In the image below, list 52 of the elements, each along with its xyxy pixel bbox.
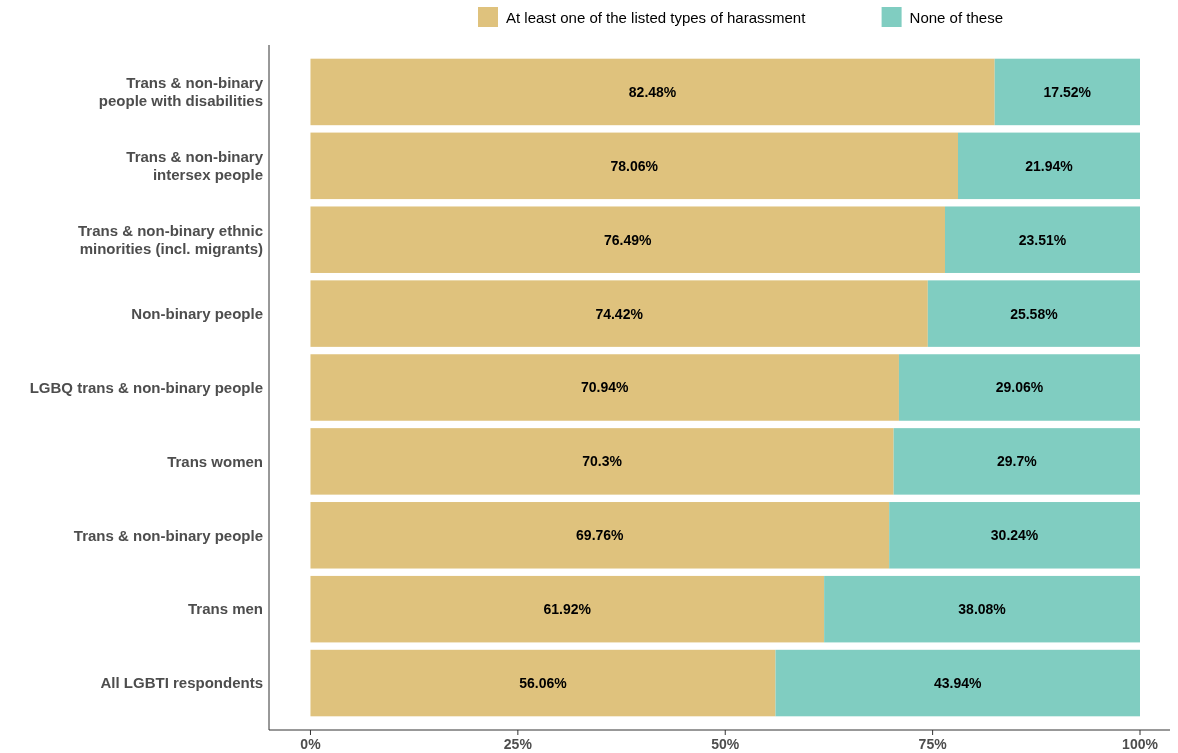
y-tick-label: Trans & non-binary people with disabilities bbox=[98, 74, 264, 110]
data-label: 21.94% bbox=[1025, 157, 1074, 174]
data-label: 17.52% bbox=[1043, 83, 1092, 100]
data-label: 56.06% bbox=[519, 674, 568, 691]
bar bbox=[898, 354, 1140, 421]
bar bbox=[944, 206, 1140, 273]
x-tick-label: 25% bbox=[503, 736, 533, 752]
x-tick-label: 0% bbox=[300, 736, 322, 752]
data-label: 29.7% bbox=[996, 453, 1038, 470]
x-tick-label: 75% bbox=[918, 736, 948, 752]
legend-label: None of these bbox=[909, 9, 1004, 27]
x-tick-label: 100% bbox=[1122, 736, 1159, 752]
data-label: 70.3% bbox=[582, 453, 623, 470]
y-tick-label: All LGBTI respondents bbox=[100, 674, 263, 692]
bar bbox=[310, 502, 890, 569]
bar bbox=[958, 132, 1140, 200]
bar bbox=[310, 206, 945, 273]
legend-label: At least one of the listed types of harassment bbox=[506, 9, 807, 27]
data-label: 29.06% bbox=[995, 379, 1044, 396]
data-label: 82.48% bbox=[628, 83, 677, 100]
data-label: 69.76% bbox=[576, 527, 625, 544]
data-label: 78.06% bbox=[610, 157, 659, 174]
y-tick-label: Trans women bbox=[167, 452, 263, 470]
bar bbox=[310, 354, 899, 421]
data-label: 76.49% bbox=[603, 231, 653, 248]
y-tick-label: Trans men bbox=[187, 600, 263, 618]
data-label: 61.92% bbox=[543, 601, 592, 618]
data-label: 25.58% bbox=[1010, 305, 1059, 322]
bar bbox=[310, 132, 958, 200]
data-label: 43.94% bbox=[934, 674, 983, 691]
y-tick-label: LGBQ trans & non-binary people bbox=[29, 378, 263, 396]
data-label: 70.94% bbox=[580, 379, 629, 396]
data-label: 23.51% bbox=[1018, 231, 1067, 248]
bar bbox=[824, 575, 1140, 643]
data-label: 30.24% bbox=[990, 527, 1039, 544]
y-tick-label: Trans & non-binary people bbox=[73, 526, 263, 544]
y-tick-label: Trans & non-binary ethnic minorities (incl. migrants) bbox=[77, 221, 263, 257]
data-label: 74.42% bbox=[595, 305, 644, 322]
bar bbox=[775, 649, 1140, 717]
bar bbox=[310, 58, 995, 126]
bar bbox=[310, 649, 776, 717]
bar bbox=[310, 575, 825, 643]
bar bbox=[310, 280, 928, 347]
bar bbox=[889, 502, 1140, 569]
bar bbox=[994, 58, 1140, 126]
bar bbox=[927, 280, 1140, 347]
y-tick-label: Non-binary people bbox=[131, 304, 263, 322]
y-tick-label: Trans & non-binary intersex people bbox=[126, 148, 264, 184]
bar bbox=[893, 428, 1140, 495]
bar bbox=[310, 428, 894, 495]
data-label: 38.08% bbox=[958, 601, 1007, 618]
x-tick-label: 50% bbox=[711, 736, 740, 752]
